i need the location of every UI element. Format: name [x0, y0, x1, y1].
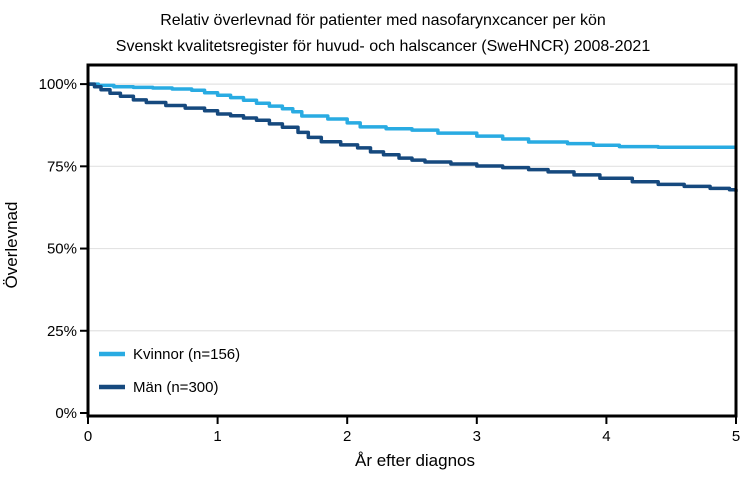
x-tick-label: 4 [602, 428, 610, 445]
plot-area [88, 65, 736, 416]
y-tick-label: 75% [47, 158, 77, 175]
y-axis-ticks-group: 0% 25% 50% 75% 100% [39, 76, 88, 422]
series-line-kvinnor [88, 82, 736, 149]
x-tick-label: 1 [213, 428, 221, 445]
chart-subtitle: Svenskt kvalitetsregister för huvud- och… [116, 38, 651, 55]
x-tick-label: 2 [343, 428, 351, 445]
x-tick-label: 3 [473, 428, 481, 445]
legend-label-man: Män (n=300) [133, 379, 218, 396]
series-line-man [88, 82, 738, 192]
legend: Kvinnor (n=156) Män (n=300) [99, 346, 240, 396]
y-tick-label: 50% [47, 241, 77, 258]
series-group [88, 82, 738, 192]
legend-label-kvinnor: Kvinnor (n=156) [133, 346, 240, 363]
y-axis-title: Överlevnad [2, 202, 21, 289]
plot-border [86, 63, 738, 418]
x-axis-title: År efter diagnos [355, 451, 475, 470]
x-tick-label: 0 [84, 428, 92, 445]
gridlines-group [89, 83, 735, 332]
y-tick-label: 0% [55, 405, 77, 422]
x-axis-ticks-group: 0 1 2 3 4 5 [84, 416, 740, 445]
x-tick-label: 5 [732, 428, 740, 445]
y-tick-label: 100% [39, 76, 77, 93]
y-tick-label: 25% [47, 323, 77, 340]
chart-title: Relativ överlevnad för patienter med nas… [160, 12, 606, 29]
